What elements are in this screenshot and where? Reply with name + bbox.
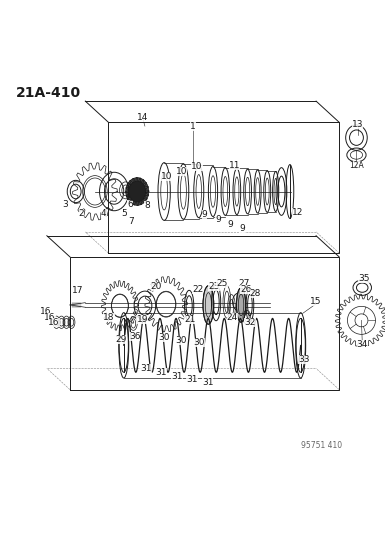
Text: 31: 31 bbox=[156, 368, 167, 377]
Text: 2: 2 bbox=[79, 209, 84, 218]
Text: 20: 20 bbox=[151, 282, 162, 291]
Ellipse shape bbox=[203, 286, 214, 324]
Text: 30: 30 bbox=[193, 338, 205, 347]
Text: 35: 35 bbox=[359, 274, 370, 284]
Ellipse shape bbox=[126, 177, 149, 205]
Text: 9: 9 bbox=[239, 224, 245, 233]
Text: 12: 12 bbox=[292, 208, 303, 217]
Text: 4: 4 bbox=[101, 209, 107, 218]
Text: 7: 7 bbox=[129, 216, 134, 225]
Text: 34: 34 bbox=[357, 340, 368, 349]
Text: 18: 18 bbox=[103, 313, 115, 322]
Text: 9: 9 bbox=[201, 209, 207, 219]
Ellipse shape bbox=[237, 288, 246, 322]
Text: 6: 6 bbox=[127, 200, 133, 209]
Text: 13: 13 bbox=[352, 120, 363, 130]
Text: 10: 10 bbox=[176, 167, 187, 175]
Text: 14: 14 bbox=[137, 113, 149, 122]
Text: 31: 31 bbox=[202, 378, 213, 387]
Text: 12A: 12A bbox=[349, 161, 364, 170]
Text: 25: 25 bbox=[216, 279, 227, 288]
Text: 9: 9 bbox=[215, 215, 221, 224]
Text: 36: 36 bbox=[129, 332, 140, 341]
Text: 29: 29 bbox=[115, 335, 126, 344]
Text: 31: 31 bbox=[141, 364, 152, 373]
Text: 27: 27 bbox=[238, 279, 249, 288]
Text: 16: 16 bbox=[44, 313, 56, 322]
Text: 21A-410: 21A-410 bbox=[16, 86, 81, 100]
Text: 21: 21 bbox=[184, 315, 196, 324]
Text: 8: 8 bbox=[144, 201, 150, 210]
Text: 31: 31 bbox=[186, 375, 198, 384]
Text: 22: 22 bbox=[192, 285, 203, 294]
Text: 16: 16 bbox=[48, 318, 59, 327]
Text: 17: 17 bbox=[72, 286, 83, 295]
Text: 5: 5 bbox=[122, 209, 127, 218]
Text: 9: 9 bbox=[228, 220, 234, 229]
Text: 32: 32 bbox=[244, 318, 256, 327]
Text: 23: 23 bbox=[208, 282, 220, 291]
Text: 16: 16 bbox=[40, 308, 52, 317]
Text: 3: 3 bbox=[63, 200, 68, 209]
Text: 30: 30 bbox=[176, 336, 187, 345]
Text: 1: 1 bbox=[190, 123, 196, 132]
Text: 10: 10 bbox=[191, 162, 203, 171]
Text: 33: 33 bbox=[298, 355, 310, 364]
Text: 10: 10 bbox=[161, 172, 173, 181]
Text: 24: 24 bbox=[227, 313, 238, 322]
Text: 11: 11 bbox=[229, 161, 240, 170]
Text: 30: 30 bbox=[158, 333, 170, 342]
Text: 28: 28 bbox=[250, 289, 261, 298]
Text: 95751 410: 95751 410 bbox=[301, 441, 342, 450]
Text: 19: 19 bbox=[137, 315, 148, 324]
Ellipse shape bbox=[129, 181, 146, 202]
Text: 31: 31 bbox=[171, 372, 183, 381]
Text: 15: 15 bbox=[310, 297, 322, 306]
Text: 26: 26 bbox=[240, 285, 252, 294]
